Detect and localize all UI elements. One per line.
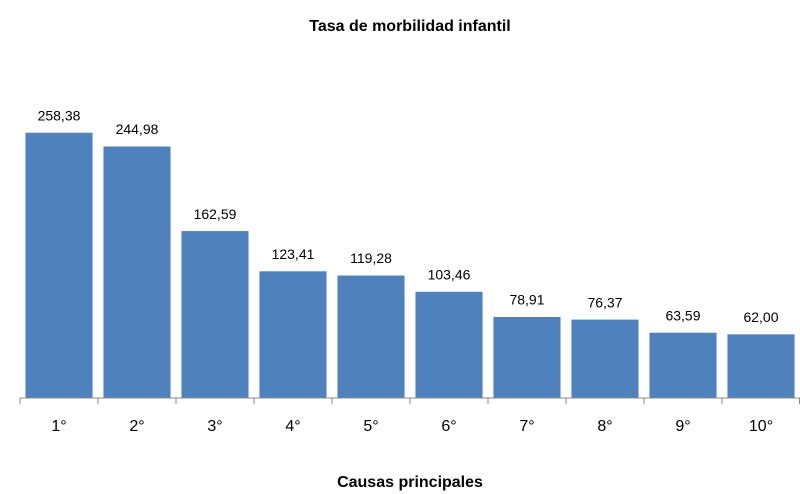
x-tick-label: 1° <box>51 418 66 435</box>
bar <box>493 316 561 398</box>
value-label: 123,41 <box>272 246 315 262</box>
bar <box>571 319 639 398</box>
bar <box>649 332 717 398</box>
x-tick-label: 9° <box>675 418 690 435</box>
x-tick-label: 2° <box>129 418 144 435</box>
x-tick-label: 8° <box>597 418 612 435</box>
x-tick-label: 6° <box>441 418 456 435</box>
bar <box>259 271 327 398</box>
value-label: 244,98 <box>116 121 159 137</box>
value-label: 258,38 <box>38 107 81 123</box>
x-tick-label: 7° <box>519 418 534 435</box>
x-tick-label: 3° <box>207 418 222 435</box>
x-tick-label: 4° <box>285 418 300 435</box>
value-label: 119,28 <box>350 250 392 266</box>
x-axis-title: Causas principales <box>337 474 483 491</box>
value-label: 63,59 <box>665 307 700 323</box>
bar <box>25 132 93 399</box>
bar <box>181 231 249 398</box>
value-label: 162,59 <box>194 206 237 222</box>
value-label: 78,91 <box>509 292 544 308</box>
value-label: 76,37 <box>587 294 622 310</box>
bar <box>337 275 405 398</box>
chart-title: Tasa de morbilidad infantil <box>309 18 511 35</box>
bar <box>103 146 171 398</box>
x-tick-label: 10° <box>749 418 773 435</box>
value-label: 103,46 <box>428 266 471 282</box>
bar <box>727 334 795 398</box>
bar <box>415 291 483 398</box>
value-label: 62,00 <box>743 309 778 325</box>
x-tick-label: 5° <box>363 418 378 435</box>
